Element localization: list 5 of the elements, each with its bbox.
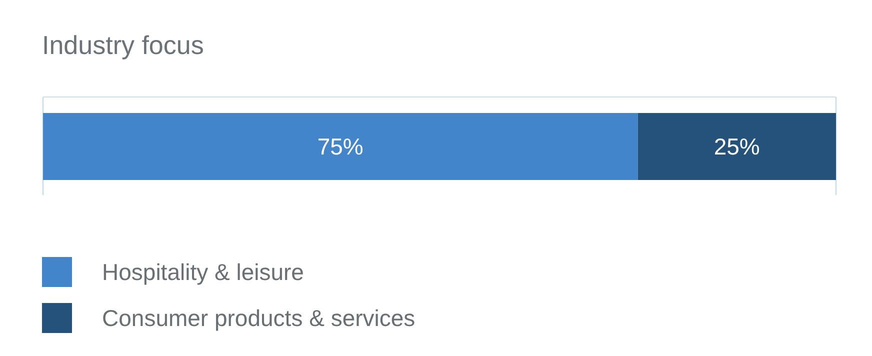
data-label: 25%	[714, 134, 760, 160]
data-label: 75%	[317, 134, 364, 160]
legend-label: Consumer products & services	[102, 304, 416, 332]
legend-label: Hospitality & leisure	[102, 258, 304, 286]
chart-title: Industry focus	[42, 30, 204, 61]
